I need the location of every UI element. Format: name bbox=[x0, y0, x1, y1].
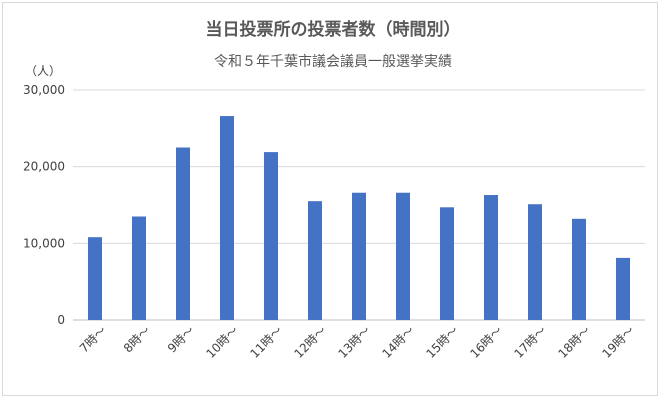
bars bbox=[88, 116, 630, 320]
y-tick-label: 10,000 bbox=[23, 236, 65, 250]
x-tick-label: 17時～ bbox=[511, 323, 549, 361]
bar bbox=[616, 257, 630, 320]
bar bbox=[484, 195, 498, 320]
bar bbox=[220, 116, 234, 320]
bar bbox=[308, 201, 322, 320]
bar bbox=[352, 192, 366, 320]
bar bbox=[88, 237, 102, 320]
x-tick-labels: 7時～ 8時～ 9時～ 10時～ 11時～ 12時～ 13時～ 14時～ 15時～ 16時～ 17時… bbox=[77, 323, 637, 361]
x-tick-label: 19時～ bbox=[599, 323, 637, 361]
bar bbox=[528, 204, 542, 320]
chart-frame: 当日投票所の投票者数（時間別） 令和５年千葉市議会議員一般選挙実績 （人） 0 1… bbox=[2, 2, 658, 396]
bar bbox=[264, 152, 278, 320]
bar bbox=[132, 216, 146, 320]
bar bbox=[572, 218, 586, 320]
chart-subtitle: 令和５年千葉市議会議員一般選挙実績 bbox=[214, 53, 452, 70]
x-tick-label: 9時～ bbox=[165, 323, 197, 355]
y-tick-labels: 0 10,000 20,000 30,000 bbox=[23, 83, 65, 327]
bar bbox=[440, 207, 454, 320]
x-tick-label: 16時～ bbox=[467, 323, 505, 361]
y-tick-label: 30,000 bbox=[23, 83, 65, 97]
bar bbox=[396, 192, 410, 320]
x-tick-label: 8時～ bbox=[121, 323, 153, 355]
x-tick-label: 10時～ bbox=[203, 323, 241, 361]
x-tick-label: 7時～ bbox=[77, 323, 109, 355]
x-tick-label: 18時～ bbox=[555, 323, 593, 361]
y-tick-label: 0 bbox=[57, 313, 65, 327]
y-tick-label: 20,000 bbox=[23, 160, 65, 174]
x-tick-label: 15時～ bbox=[423, 323, 461, 361]
x-tick-label: 11時～ bbox=[247, 323, 285, 361]
chart: 当日投票所の投票者数（時間別） 令和５年千葉市議会議員一般選挙実績 （人） 0 1… bbox=[23, 19, 645, 361]
chart-title: 当日投票所の投票者数（時間別） bbox=[206, 19, 461, 40]
bar bbox=[176, 147, 190, 320]
x-tick-label: 13時～ bbox=[335, 323, 373, 361]
x-tick-label: 14時～ bbox=[379, 323, 417, 361]
x-tick-label: 12時～ bbox=[291, 323, 329, 361]
y-axis-unit: （人） bbox=[25, 64, 61, 78]
